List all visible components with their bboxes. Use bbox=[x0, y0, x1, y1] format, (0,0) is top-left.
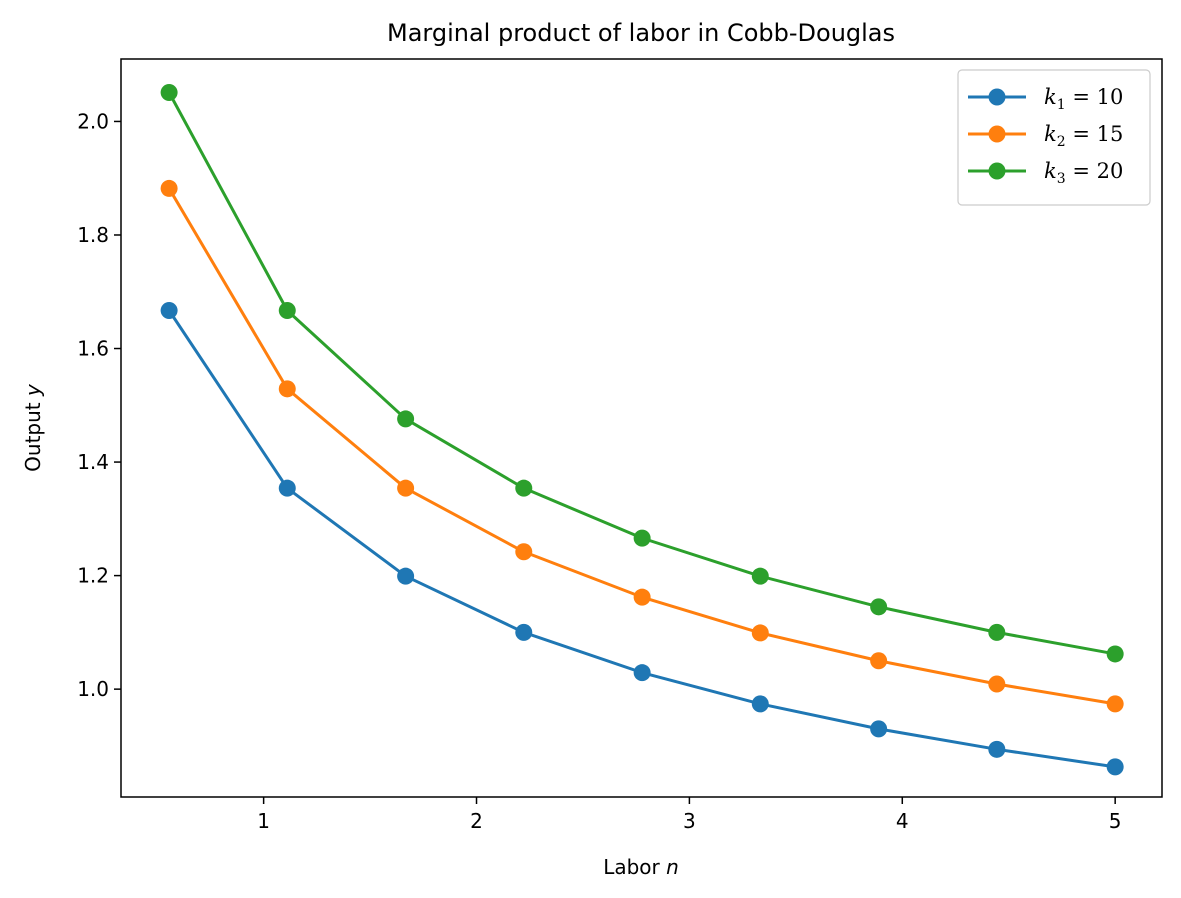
data-point bbox=[515, 623, 533, 641]
legend-marker bbox=[988, 88, 1006, 106]
y-tick-label: 1.4 bbox=[77, 450, 109, 474]
data-point bbox=[1106, 645, 1124, 663]
data-point bbox=[988, 740, 1006, 758]
data-point bbox=[397, 479, 415, 497]
y-axis-label-var: y bbox=[21, 383, 45, 397]
x-axis-label-var: n bbox=[666, 855, 679, 879]
y-axis: 1.0 1.2 1.4 1.6 1.8 2.0 bbox=[77, 109, 121, 701]
y-tick-label: 1.6 bbox=[77, 337, 109, 361]
x-axis-label: Labor n bbox=[603, 855, 679, 879]
y-axis-label-text: Output bbox=[21, 402, 45, 472]
data-point bbox=[870, 652, 888, 670]
series-2 bbox=[160, 179, 1124, 713]
y-tick-label: 1.8 bbox=[77, 223, 109, 247]
data-point bbox=[160, 301, 178, 319]
data-point bbox=[1106, 695, 1124, 713]
data-point bbox=[160, 179, 178, 197]
x-tick-label: 4 bbox=[896, 809, 909, 833]
y-tick-label: 2.0 bbox=[77, 109, 109, 133]
data-point bbox=[988, 675, 1006, 693]
data-point bbox=[633, 664, 651, 682]
legend-entry: k1 = 10 bbox=[968, 85, 1123, 113]
data-point bbox=[751, 567, 769, 585]
legend: k1 = 10 k2 = 15 k3 = 20 bbox=[957, 69, 1151, 206]
x-tick-label: 3 bbox=[683, 809, 696, 833]
legend-label: k2 = 15 bbox=[1044, 122, 1123, 150]
data-point bbox=[751, 624, 769, 642]
data-point bbox=[633, 529, 651, 547]
x-axis-label-text: Labor bbox=[603, 855, 660, 879]
chart-title: Marginal product of labor in Cobb-Dougla… bbox=[387, 19, 895, 47]
y-axis-label: Output y bbox=[21, 383, 45, 472]
data-point bbox=[988, 623, 1006, 641]
series-3 bbox=[160, 83, 1124, 663]
legend-label: k1 = 10 bbox=[1044, 85, 1123, 113]
x-axis: 1 2 3 4 5 bbox=[257, 797, 1122, 833]
plot-frame bbox=[120, 58, 1163, 798]
data-point bbox=[633, 588, 651, 606]
series-1 bbox=[160, 301, 1124, 776]
data-point bbox=[515, 479, 533, 497]
x-tick-label: 1 bbox=[257, 809, 270, 833]
data-point bbox=[397, 567, 415, 585]
y-tick-label: 1.0 bbox=[77, 677, 109, 701]
x-tick-label: 2 bbox=[470, 809, 483, 833]
legend-label: k3 = 20 bbox=[1044, 159, 1123, 187]
legend-marker bbox=[988, 162, 1006, 180]
legend-entry: k3 = 20 bbox=[968, 159, 1123, 187]
legend-marker bbox=[988, 125, 1006, 143]
legend-entry: k2 = 15 bbox=[968, 122, 1123, 150]
data-point bbox=[278, 380, 296, 398]
data-point bbox=[515, 543, 533, 561]
y-tick-label: 1.2 bbox=[77, 564, 109, 588]
x-tick-label: 5 bbox=[1109, 809, 1122, 833]
series-layer bbox=[160, 83, 1124, 776]
data-point bbox=[397, 410, 415, 428]
data-point bbox=[751, 695, 769, 713]
data-point bbox=[160, 83, 178, 101]
data-point bbox=[278, 479, 296, 497]
data-point bbox=[1106, 758, 1124, 776]
data-point bbox=[870, 720, 888, 738]
data-point bbox=[278, 301, 296, 319]
data-point bbox=[870, 598, 888, 616]
